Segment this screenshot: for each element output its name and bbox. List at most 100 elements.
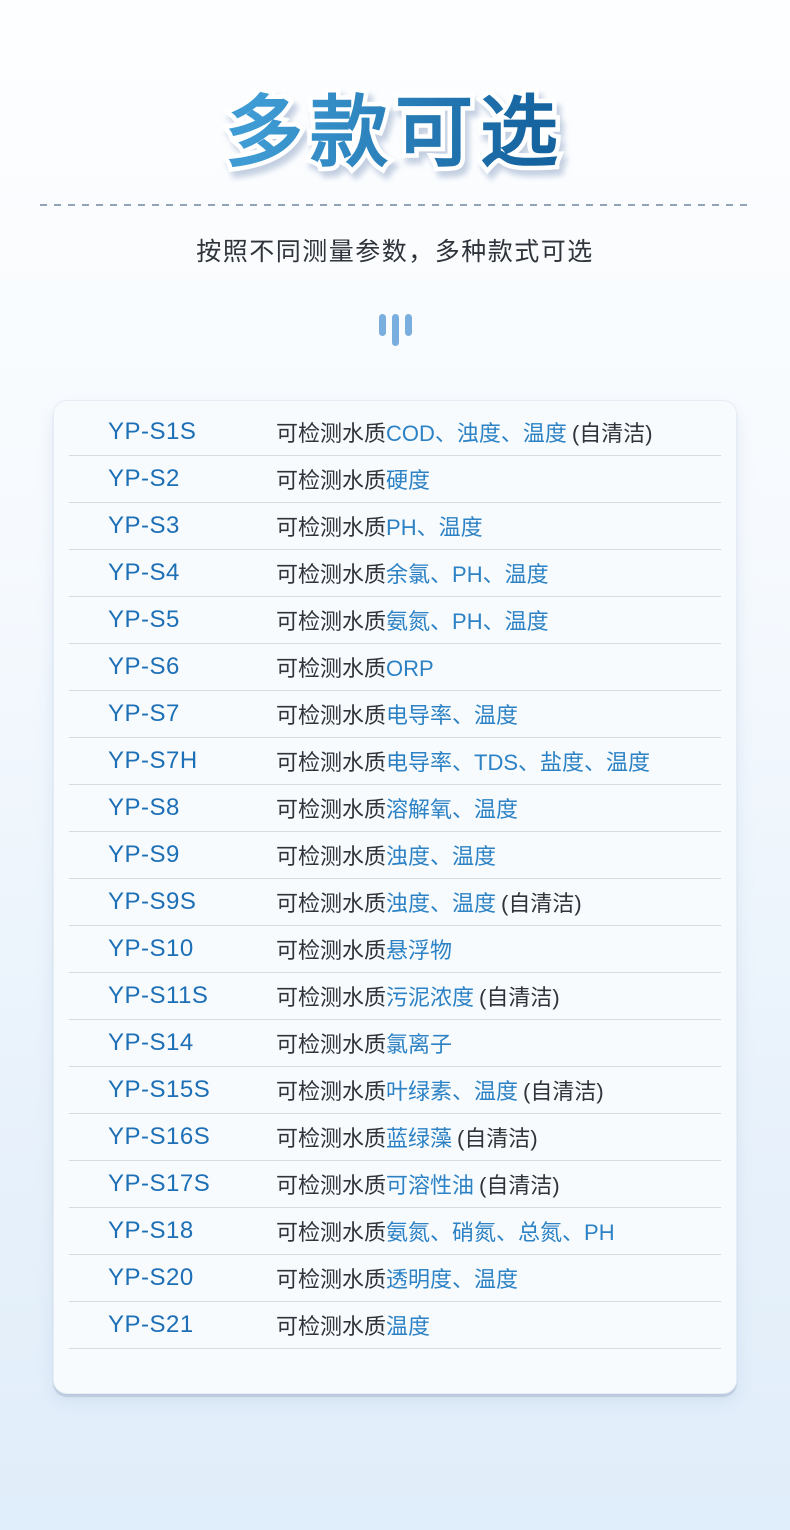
- desc-params: 浊度、温度: [386, 843, 497, 869]
- desc-prefix: 可检测水质: [276, 1266, 387, 1292]
- model-name: YP-S17S: [108, 1169, 211, 1197]
- table-row: YP-S20 可检测水质透明度、温度: [69, 1255, 721, 1302]
- model-name: YP-S14: [108, 1028, 194, 1056]
- table-row: YP-S16S 可检测水质蓝绿藻 (自清洁): [69, 1114, 721, 1161]
- model-description: 可检测水质硬度: [276, 463, 430, 495]
- model-name: YP-S7: [108, 699, 180, 727]
- table-row: YP-S11S 可检测水质污泥浓度 (自清洁): [69, 973, 721, 1020]
- desc-params: 硬度: [386, 467, 431, 493]
- dashed-divider: [40, 203, 750, 206]
- model-name: YP-S11S: [108, 981, 209, 1009]
- desc-note: (自清洁): [523, 1078, 604, 1104]
- model-description: 可检测水质叶绿素、温度 (自清洁): [276, 1074, 604, 1106]
- model-name: YP-S20: [108, 1263, 194, 1291]
- desc-note: (自清洁): [479, 984, 560, 1010]
- table-row: YP-S9 可检测水质浊度、温度: [69, 832, 721, 879]
- model-description: 可检测水质ORP: [276, 651, 434, 683]
- page-subtitle: 按照不同测量参数，多种款式可选: [196, 237, 594, 266]
- model-description: 可检测水质浊度、温度 (自清洁): [276, 886, 582, 918]
- desc-prefix: 可检测水质: [276, 1125, 387, 1151]
- desc-prefix: 可检测水质: [276, 1313, 387, 1339]
- three-bars-icon: [0, 313, 790, 348]
- model-name: YP-S5: [108, 605, 180, 633]
- model-description: 可检测水质氨氮、PH、温度: [276, 604, 549, 636]
- desc-params: 氯离子: [386, 1031, 453, 1057]
- model-description: 可检测水质电导率、TDS、盐度、温度: [276, 745, 650, 777]
- table-row: YP-S4 可检测水质余氯、PH、温度: [69, 550, 721, 597]
- model-name: YP-S18: [108, 1216, 194, 1244]
- page-title: 多款可选 多款可选: [220, 87, 565, 178]
- desc-prefix: 可检测水质: [276, 1172, 387, 1198]
- table-row: YP-S21 可检测水质温度: [69, 1302, 721, 1349]
- desc-prefix: 可检测水质: [276, 420, 387, 446]
- desc-params: 蓝绿藻: [386, 1125, 453, 1151]
- table-row: YP-S18 可检测水质氨氮、硝氮、总氮、PH: [69, 1208, 721, 1255]
- model-name: YP-S9: [108, 840, 180, 868]
- desc-params: COD、浊度、温度: [386, 420, 567, 446]
- table-row: YP-S6 可检测水质ORP: [69, 644, 721, 691]
- desc-note: (自清洁): [479, 1172, 560, 1198]
- desc-params: ORP: [386, 655, 434, 681]
- table-row: YP-S5 可检测水质氨氮、PH、温度: [69, 597, 721, 644]
- table-row: YP-S2 可检测水质硬度: [69, 456, 721, 503]
- model-description: 可检测水质氨氮、硝氮、总氮、PH: [276, 1215, 615, 1247]
- desc-params: 叶绿素、温度: [386, 1078, 519, 1104]
- model-name: YP-S7H: [108, 746, 198, 774]
- model-description: 可检测水质浊度、温度: [276, 839, 496, 871]
- model-list-card: YP-S1S 可检测水质COD、浊度、温度 (自清洁) YP-S2 可检测水质硬度…: [53, 399, 737, 1394]
- desc-prefix: 可检测水质: [276, 561, 387, 587]
- desc-params: 可溶性油: [386, 1172, 475, 1198]
- model-name: YP-S6: [108, 652, 180, 680]
- desc-prefix: 可检测水质: [276, 1078, 387, 1104]
- desc-params: 氨氮、PH、温度: [386, 608, 549, 634]
- model-name: YP-S2: [108, 464, 180, 492]
- model-description: 可检测水质蓝绿藻 (自清洁): [276, 1121, 538, 1153]
- model-name: YP-S3: [108, 511, 180, 539]
- desc-params: PH、温度: [386, 514, 483, 540]
- model-description: 可检测水质污泥浓度 (自清洁): [276, 980, 560, 1012]
- desc-params: 污泥浓度: [386, 984, 475, 1010]
- desc-prefix: 可检测水质: [276, 1031, 387, 1057]
- desc-prefix: 可检测水质: [276, 843, 387, 869]
- desc-prefix: 可检测水质: [276, 796, 387, 822]
- table-row: YP-S17S 可检测水质可溶性油 (自清洁): [69, 1161, 721, 1208]
- desc-prefix: 可检测水质: [276, 655, 387, 681]
- desc-params: 溶解氧、温度: [386, 796, 519, 822]
- model-name: YP-S21: [108, 1310, 194, 1338]
- table-row: YP-S9S 可检测水质浊度、温度 (自清洁): [69, 879, 721, 926]
- desc-prefix: 可检测水质: [276, 984, 387, 1010]
- model-description: 可检测水质COD、浊度、温度 (自清洁): [276, 416, 653, 448]
- desc-prefix: 可检测水质: [276, 937, 387, 963]
- desc-params: 余氯、PH、温度: [386, 561, 549, 587]
- table-row: YP-S15S 可检测水质叶绿素、温度 (自清洁): [69, 1067, 721, 1114]
- header: 多款可选 多款可选 按照不同测量参数，多种款式可选: [0, 0, 790, 348]
- table-row: YP-S7 可检测水质电导率、温度: [69, 691, 721, 738]
- model-description: 可检测水质余氯、PH、温度: [276, 557, 549, 589]
- table-row: YP-S1S 可检测水质COD、浊度、温度 (自清洁): [69, 409, 721, 456]
- table-row: YP-S8 可检测水质溶解氧、温度: [69, 785, 721, 832]
- desc-params: 氨氮、硝氮、总氮、PH: [386, 1219, 615, 1245]
- desc-params: 透明度、温度: [386, 1266, 519, 1292]
- model-description: 可检测水质氯离子: [276, 1027, 452, 1059]
- table-row: YP-S3 可检测水质PH、温度: [69, 503, 721, 550]
- model-table: YP-S1S 可检测水质COD、浊度、温度 (自清洁) YP-S2 可检测水质硬度…: [69, 409, 721, 1349]
- desc-note: (自清洁): [457, 1125, 538, 1151]
- desc-params: 电导率、TDS、盐度、温度: [386, 749, 651, 775]
- model-description: 可检测水质透明度、温度: [276, 1262, 518, 1294]
- desc-prefix: 可检测水质: [276, 1219, 387, 1245]
- model-name: YP-S9S: [108, 887, 197, 915]
- desc-prefix: 可检测水质: [276, 890, 387, 916]
- model-name: YP-S4: [108, 558, 180, 586]
- model-description: 可检测水质PH、温度: [276, 510, 483, 542]
- model-name: YP-S15S: [108, 1075, 211, 1103]
- model-name: YP-S8: [108, 793, 180, 821]
- desc-prefix: 可检测水质: [276, 467, 387, 493]
- desc-params: 电导率、温度: [386, 702, 519, 728]
- desc-prefix: 可检测水质: [276, 749, 387, 775]
- table-row: YP-S14 可检测水质氯离子: [69, 1020, 721, 1067]
- model-name: YP-S10: [108, 934, 194, 962]
- model-description: 可检测水质电导率、温度: [276, 698, 518, 730]
- table-row: YP-S7H 可检测水质电导率、TDS、盐度、温度: [69, 738, 721, 785]
